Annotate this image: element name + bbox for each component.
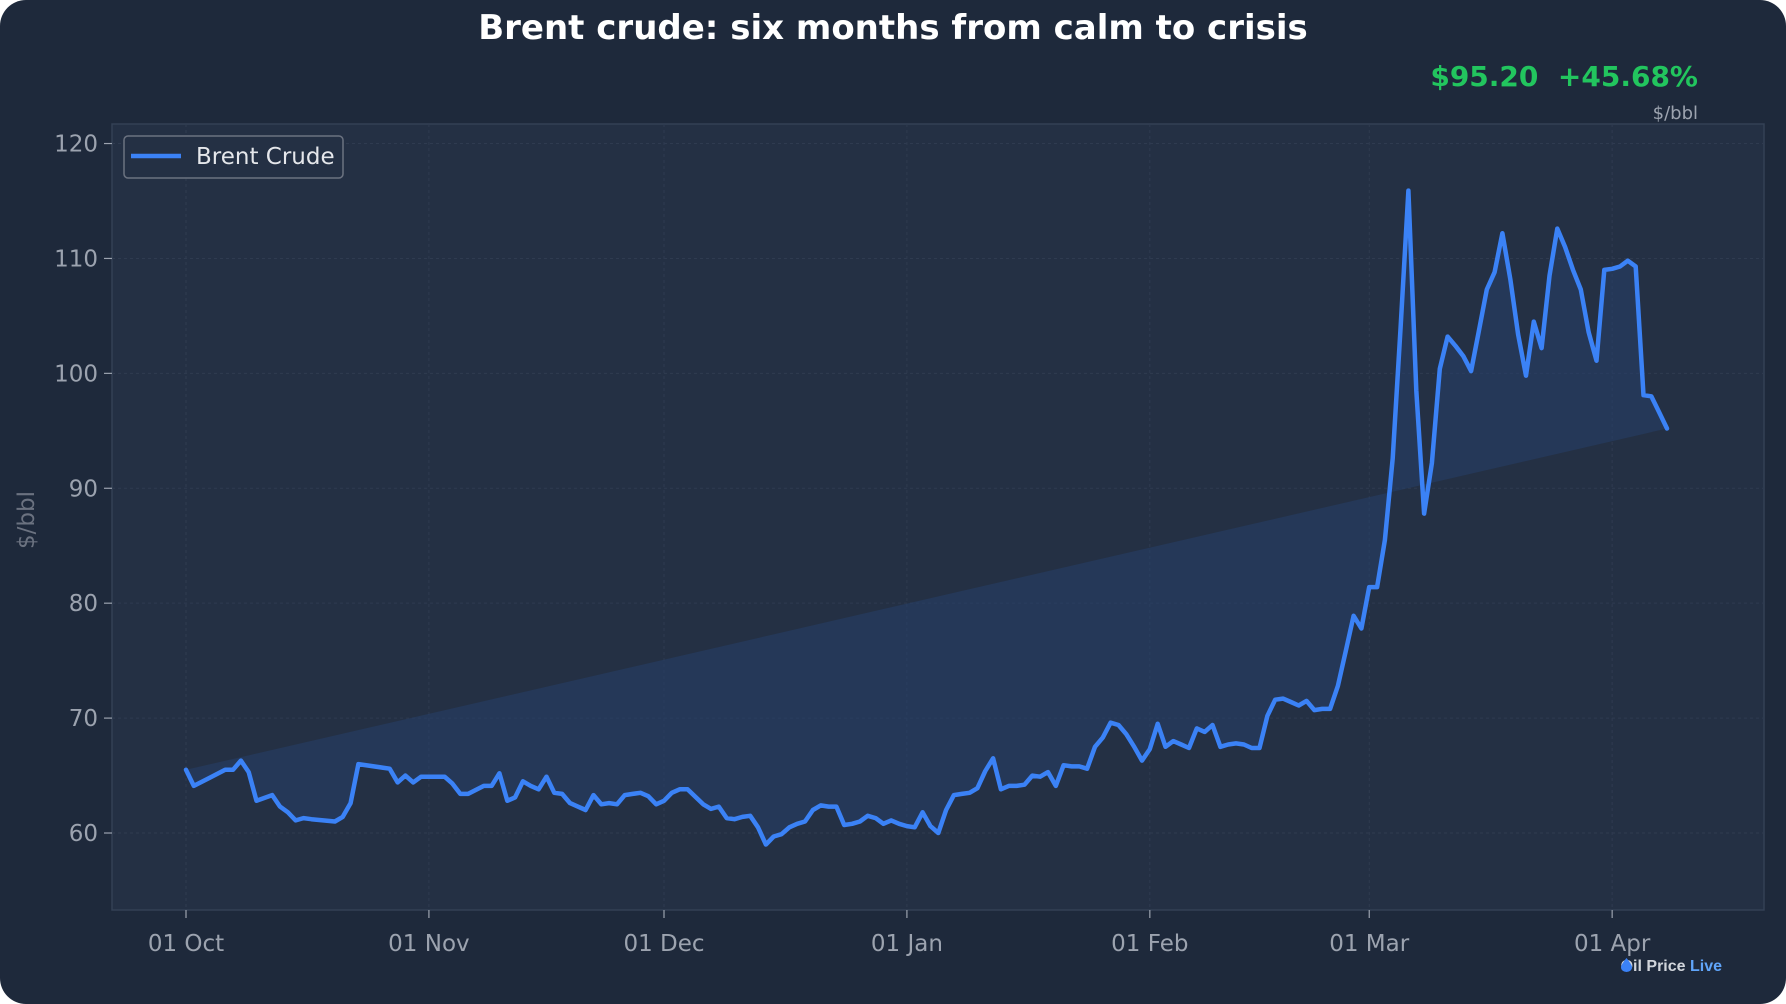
y-axis-label: $/bbl <box>14 491 40 549</box>
legend-label: Brent Crude <box>196 144 335 170</box>
x-tick-label: 01 Dec <box>623 931 704 957</box>
price-unit: $/bbl <box>1652 103 1698 124</box>
chart-title: Brent crude: six months from calm to cri… <box>478 8 1308 48</box>
brent-crude-line <box>183 188 1670 847</box>
y-tick-label: 100 <box>54 361 98 387</box>
y-tick-label: 120 <box>54 132 98 158</box>
y-tick-label: 90 <box>69 476 98 502</box>
x-tick-label: 01 Oct <box>148 931 224 957</box>
percent-change: +45.68% <box>1557 60 1698 93</box>
y-tick-label: 80 <box>69 591 98 617</box>
oil-drop-icon <box>1620 958 1632 972</box>
brand-accent: Live <box>1689 958 1722 975</box>
legend-box <box>123 135 344 179</box>
brand-logo: Oil Price Live <box>1620 958 1722 976</box>
x-tick-label: 01 Feb <box>1111 931 1188 957</box>
y-tick-label: 70 <box>69 706 98 732</box>
y-tick-label: 110 <box>54 246 98 272</box>
current-price: $95.20 <box>1430 60 1539 93</box>
brand-name: Oil Price <box>1620 958 1686 975</box>
y-tick-label: 60 <box>69 821 98 847</box>
x-tick-label: 01 Mar <box>1329 931 1410 957</box>
price-change-display: $95.20 +45.68% <box>1430 60 1698 93</box>
x-tick-label: 01 Apr <box>1574 931 1651 957</box>
x-tick-label: 01 Jan <box>871 931 943 957</box>
x-tick-label: 01 Nov <box>388 931 469 957</box>
area-fill <box>186 190 1667 845</box>
